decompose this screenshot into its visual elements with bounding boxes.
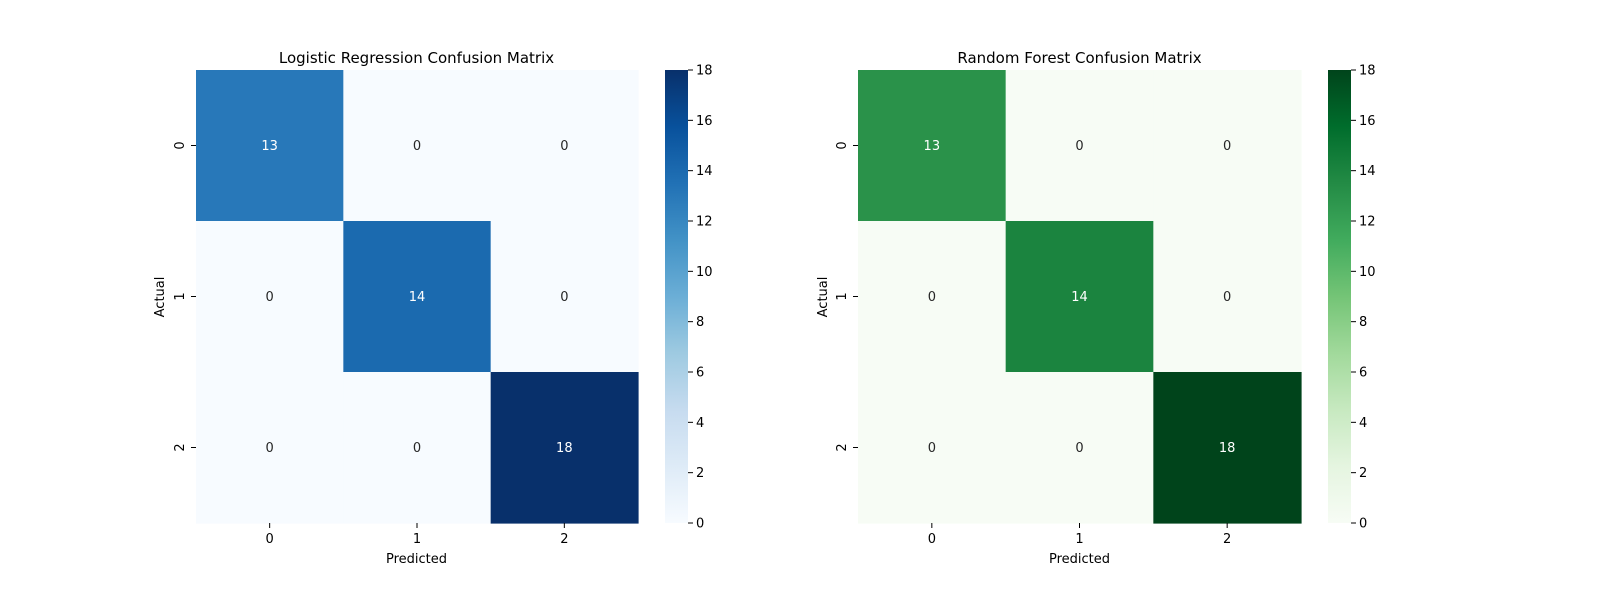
cell-value-label: 18 (556, 441, 573, 456)
colorbar-tick-label: 16 (696, 114, 713, 129)
x-tick-label: 1 (1075, 532, 1083, 547)
heatmap-cell (343, 372, 492, 524)
x-tick-label: 2 (560, 532, 568, 547)
cell-value-label: 14 (1071, 290, 1088, 305)
y-tick-label: 0 (835, 141, 850, 149)
heatmap-cell (858, 70, 1007, 222)
cell-value-label: 0 (560, 290, 568, 305)
colorbar-tick-label: 6 (1359, 366, 1367, 381)
colorbar-tick-label: 12 (696, 215, 713, 230)
heatmap-cell (343, 70, 492, 222)
x-tick-label: 0 (928, 532, 936, 547)
heatmap-cell (343, 221, 492, 373)
cell-value-label: 0 (928, 290, 936, 305)
colorbar-gradient (1328, 70, 1351, 523)
colorbar-tick-label: 2 (1359, 466, 1367, 481)
colorbar-tick-label: 18 (696, 64, 713, 79)
cell-value-label: 0 (413, 441, 421, 456)
x-axis-label: Predicted (386, 552, 447, 567)
cell-value-label: 0 (1223, 139, 1231, 154)
colorbar-tick-label: 8 (1359, 315, 1367, 330)
y-axis-ticks: 0 1 2 (835, 141, 858, 452)
colorbar-tick-label: 18 (1359, 64, 1376, 79)
colorbar-tick-label: 2 (696, 466, 704, 481)
cell-value-label: 0 (266, 290, 274, 305)
heatmap-cell (858, 221, 1007, 373)
heatmap-cell (1153, 70, 1302, 222)
cell-value-label: 0 (560, 139, 568, 154)
x-axis-ticks: 0 1 2 (266, 523, 568, 547)
colorbar: 0 2 4 6 8 10 12 14 16 18 (1328, 64, 1376, 532)
cell-value-label: 0 (928, 441, 936, 456)
colorbar-tick-label: 16 (1359, 114, 1376, 129)
heatmap-cell (1005, 70, 1154, 222)
cell-value-label: 0 (1075, 139, 1083, 154)
y-tick-label: 0 (173, 141, 188, 149)
cell-value-label: 18 (1219, 441, 1236, 456)
y-axis-ticks: 0 1 2 (173, 141, 196, 452)
heatmap-cell (196, 372, 344, 524)
heatmap-cell (490, 70, 639, 222)
heatmap-cell (1153, 372, 1302, 524)
cell-value-label: 0 (266, 441, 274, 456)
heatmap-cell (490, 221, 639, 373)
heatmap-cell (1005, 372, 1154, 524)
colorbar-tick-label: 10 (696, 265, 713, 280)
colorbar-tick-label: 12 (1359, 215, 1376, 230)
colorbar-tick-label: 4 (1359, 416, 1367, 431)
cell-value-label: 0 (1075, 441, 1083, 456)
heatmap-cell (196, 221, 344, 373)
cell-value-label: 13 (261, 139, 278, 154)
colorbar-tick-label: 0 (1359, 517, 1367, 532)
y-axis-label: Actual (816, 277, 831, 318)
random-forest-panel: Random Forest Confusion Matrix 13 0 00 14 00… (816, 49, 1376, 567)
heatmap-cell (490, 372, 639, 524)
cell-annotations: 13 0 0 0 14 0 0 0 18 (924, 139, 1236, 456)
heatmap-cell (1153, 221, 1302, 373)
colorbar: 0 2 4 6 8 10 12 14 16 18 (665, 64, 713, 532)
x-axis-label: Predicted (1049, 552, 1110, 567)
cell-value-label: 14 (409, 290, 426, 305)
heatmap-cell (196, 70, 344, 222)
x-tick-label: 0 (266, 532, 274, 547)
x-tick-label: 2 (1223, 532, 1231, 547)
y-tick-label: 1 (835, 292, 850, 300)
colorbar-tick-label: 14 (1359, 164, 1376, 179)
y-tick-label: 2 (835, 443, 850, 451)
cell-value-label: 0 (413, 139, 421, 154)
chart-title: Random Forest Confusion Matrix (957, 49, 1201, 67)
heatmap-cell (858, 372, 1007, 524)
y-tick-label: 1 (173, 292, 188, 300)
heatmap-cells (196, 70, 639, 524)
heatmap-cells (858, 70, 1302, 524)
y-axis-label: Actual (153, 277, 168, 318)
colorbar-tick-label: 10 (1359, 265, 1376, 280)
cell-value-label: 0 (1223, 290, 1231, 305)
colorbar-tick-label: 14 (696, 164, 713, 179)
colorbar-gradient (665, 70, 688, 523)
colorbar-tick-label: 6 (696, 366, 704, 381)
y-tick-label: 2 (173, 443, 188, 451)
logistic-regression-panel: Logistic Regression Confusion Matrix 13 0… (153, 49, 713, 567)
colorbar-tick-label: 4 (696, 416, 704, 431)
colorbar-tick-label: 0 (696, 517, 704, 532)
heatmap-cell (1005, 221, 1154, 373)
chart-title: Logistic Regression Confusion Matrix (279, 49, 554, 67)
x-tick-label: 1 (413, 532, 421, 547)
cell-value-label: 13 (924, 139, 941, 154)
cell-annotations: 13 0 0 0 14 0 0 0 18 (261, 139, 572, 456)
x-axis-ticks: 0 1 2 (928, 523, 1231, 547)
colorbar-tick-label: 8 (696, 315, 704, 330)
